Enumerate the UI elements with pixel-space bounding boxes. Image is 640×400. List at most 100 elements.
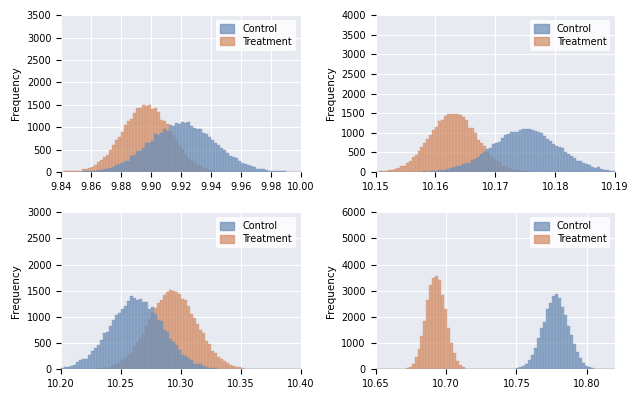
Bar [121, 360, 124, 369]
Bar [597, 167, 600, 172]
Bar [112, 320, 115, 369]
Bar [576, 161, 579, 172]
Bar [388, 170, 390, 172]
Bar [426, 300, 429, 369]
Bar [513, 170, 516, 172]
Bar [115, 140, 118, 172]
Bar [603, 170, 606, 172]
Bar [91, 351, 94, 369]
Bar [208, 368, 211, 369]
Bar [558, 298, 561, 369]
Bar [481, 143, 483, 172]
Bar [556, 294, 558, 369]
Bar [151, 308, 154, 369]
Bar [444, 309, 447, 369]
Bar [124, 358, 127, 369]
Bar [187, 122, 190, 172]
Bar [460, 365, 463, 369]
Bar [205, 367, 208, 369]
Bar [474, 133, 477, 172]
Bar [118, 363, 121, 369]
Bar [460, 115, 463, 172]
Bar [187, 306, 190, 369]
Bar [172, 135, 175, 172]
Bar [556, 146, 558, 172]
Bar [139, 299, 142, 369]
Bar [217, 171, 220, 172]
Bar [127, 301, 130, 369]
Bar [133, 298, 136, 369]
Bar [463, 368, 465, 369]
Bar [397, 168, 399, 172]
Bar [148, 308, 151, 369]
Bar [88, 168, 91, 172]
Bar [244, 164, 247, 172]
Bar [472, 128, 474, 172]
Bar [547, 139, 549, 172]
Bar [205, 341, 208, 369]
Bar [148, 105, 151, 172]
Bar [154, 108, 157, 172]
Y-axis label: Frequency: Frequency [326, 67, 335, 120]
Bar [97, 345, 100, 369]
Bar [202, 366, 205, 369]
Legend: Control, Treatment: Control, Treatment [216, 20, 296, 51]
Bar [229, 156, 232, 172]
Bar [166, 124, 169, 172]
Bar [175, 345, 178, 369]
Bar [241, 163, 244, 172]
Bar [202, 333, 205, 369]
Bar [166, 292, 169, 369]
Bar [531, 130, 534, 172]
Bar [420, 336, 424, 369]
Bar [451, 343, 453, 369]
Bar [223, 150, 226, 172]
Bar [121, 309, 124, 369]
Bar [417, 349, 420, 369]
Bar [205, 134, 208, 172]
Bar [567, 154, 570, 172]
Bar [567, 326, 570, 369]
Bar [109, 326, 112, 369]
Bar [588, 165, 591, 172]
Bar [169, 131, 172, 172]
Bar [447, 328, 451, 369]
Bar [184, 300, 187, 369]
Bar [483, 146, 486, 172]
Bar [142, 302, 145, 369]
Bar [576, 352, 579, 369]
Bar [538, 132, 540, 172]
Bar [235, 158, 238, 172]
Bar [100, 170, 103, 172]
Bar [609, 171, 612, 172]
Bar [570, 156, 573, 172]
Bar [205, 169, 208, 172]
Bar [490, 148, 492, 172]
Bar [214, 354, 217, 369]
Bar [130, 119, 133, 172]
Bar [490, 156, 492, 172]
Bar [429, 135, 433, 172]
Bar [130, 296, 133, 369]
Bar [415, 357, 417, 369]
Bar [232, 157, 235, 172]
Bar [190, 160, 193, 172]
Bar [276, 171, 280, 172]
Bar [504, 135, 508, 172]
Bar [435, 276, 438, 369]
Bar [525, 129, 528, 172]
Bar [424, 321, 426, 369]
Bar [178, 146, 181, 172]
Bar [528, 360, 531, 369]
Bar [552, 144, 556, 172]
Bar [226, 153, 229, 172]
Bar [133, 346, 136, 369]
Bar [274, 171, 276, 172]
Bar [579, 358, 582, 369]
Bar [256, 169, 259, 172]
Bar [145, 143, 148, 172]
Bar [181, 355, 184, 369]
Bar [196, 364, 199, 369]
Bar [394, 169, 397, 172]
Bar [82, 359, 85, 369]
